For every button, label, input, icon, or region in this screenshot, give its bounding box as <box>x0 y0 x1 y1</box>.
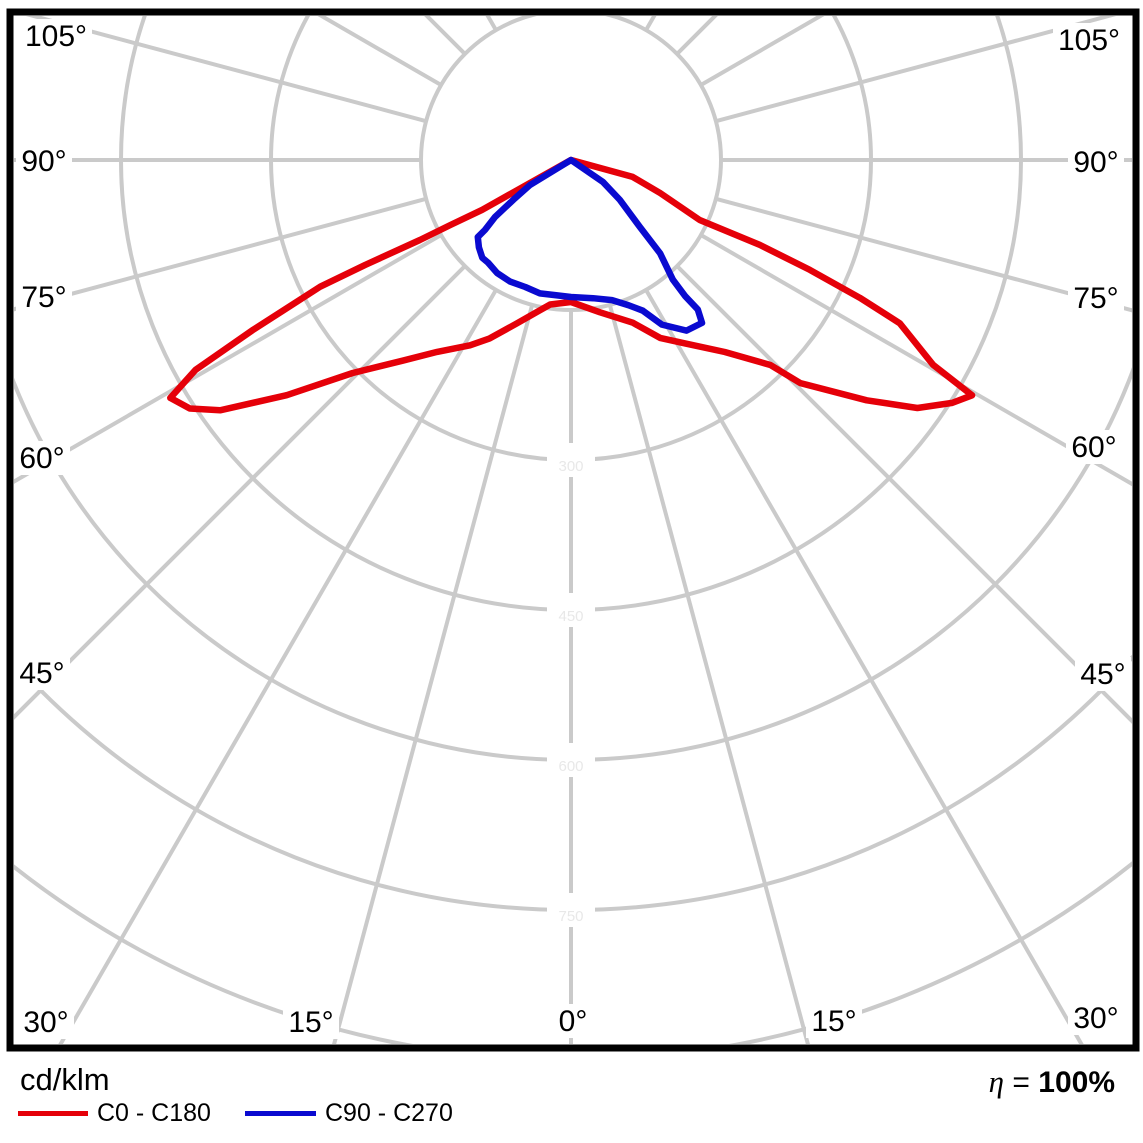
grid-spoke <box>607 304 810 1044</box>
legend-swatch-c0-c180 <box>18 1111 88 1116</box>
legend-swatch-c90-c270 <box>245 1111 316 1116</box>
grid-spoke <box>644 288 1084 1044</box>
ring-label-text: 300 <box>558 458 583 475</box>
ring-label-text: 750 <box>558 908 583 925</box>
angle-label: 0° <box>559 1005 588 1038</box>
equals-sign: = <box>1012 1066 1030 1099</box>
angle-label: 90° <box>21 145 66 178</box>
ring-label-text: 600 <box>558 758 583 775</box>
angle-label-box <box>1066 430 1122 464</box>
ring-value-labels: 300 450 600 750 <box>547 443 595 927</box>
curve-c90-c270 <box>474 156 706 334</box>
grid-spoke <box>715 196 1132 313</box>
grid-spoke <box>332 304 535 1044</box>
angle-label-box <box>1068 1001 1124 1035</box>
angle-label: 15° <box>288 1006 333 1039</box>
angle-label-box <box>14 656 70 690</box>
ring-label-text: 450 <box>558 608 583 625</box>
ring-label-box <box>547 593 595 627</box>
angle-label-box <box>16 280 72 314</box>
ring-label-box <box>547 743 595 777</box>
angle-label-box <box>1068 145 1124 179</box>
angle-label-box <box>16 144 72 178</box>
angle-label: 90° <box>1073 146 1118 179</box>
legend-label-c0-c180: C0 - C180 <box>97 1099 211 1127</box>
angle-label-box <box>18 1005 74 1039</box>
angle-label: 75° <box>1073 282 1118 315</box>
angle-label: 75° <box>21 281 66 314</box>
eta-symbol: η <box>988 1064 1005 1099</box>
angle-label-box <box>553 1004 593 1038</box>
gamma-angle-labels: 105° 90° 75° 60° 45° 105° 90° 75° 60° 45° 30° 15° 0°… <box>14 19 1131 1039</box>
angle-label-box <box>14 441 70 475</box>
grid-spoke <box>14 196 427 312</box>
plot-frame <box>6 8 1140 1052</box>
angle-label: 60° <box>19 442 64 475</box>
angle-label: 30° <box>1073 1002 1118 1035</box>
curves-layer <box>167 156 976 414</box>
angle-label-box <box>1075 657 1131 691</box>
angle-label: 105° <box>1058 24 1120 57</box>
curve-c0-c180 <box>167 156 976 414</box>
grid-spoke <box>25 16 427 124</box>
angle-label-box <box>1068 281 1124 315</box>
angle-label-box <box>1053 23 1125 57</box>
unit-label: cd/klm <box>20 1062 110 1097</box>
grid-spoke <box>675 264 1132 724</box>
angle-label-box <box>806 1004 862 1038</box>
grid-spoke <box>14 233 443 484</box>
efficiency-label: η = 100% <box>989 1064 1115 1100</box>
angle-label-box <box>283 1005 339 1039</box>
angle-label: 45° <box>1080 658 1125 691</box>
angle-label: 15° <box>811 1005 856 1038</box>
angle-label-box <box>20 19 92 53</box>
angle-label: 45° <box>19 657 64 690</box>
legend-label-c90-c270: C90 - C270 <box>325 1099 453 1127</box>
angle-label: 105° <box>25 20 87 53</box>
ring-label-box <box>547 443 595 477</box>
angle-label: 60° <box>1071 431 1116 464</box>
grid-spoke <box>715 16 1117 124</box>
grid-spoke <box>14 264 467 720</box>
angle-label: 30° <box>23 1006 68 1039</box>
grid-spoke <box>58 288 498 1044</box>
grid-spoke <box>699 233 1132 487</box>
efficiency-value: 100% <box>1038 1066 1115 1099</box>
ring-label-box <box>547 893 595 927</box>
